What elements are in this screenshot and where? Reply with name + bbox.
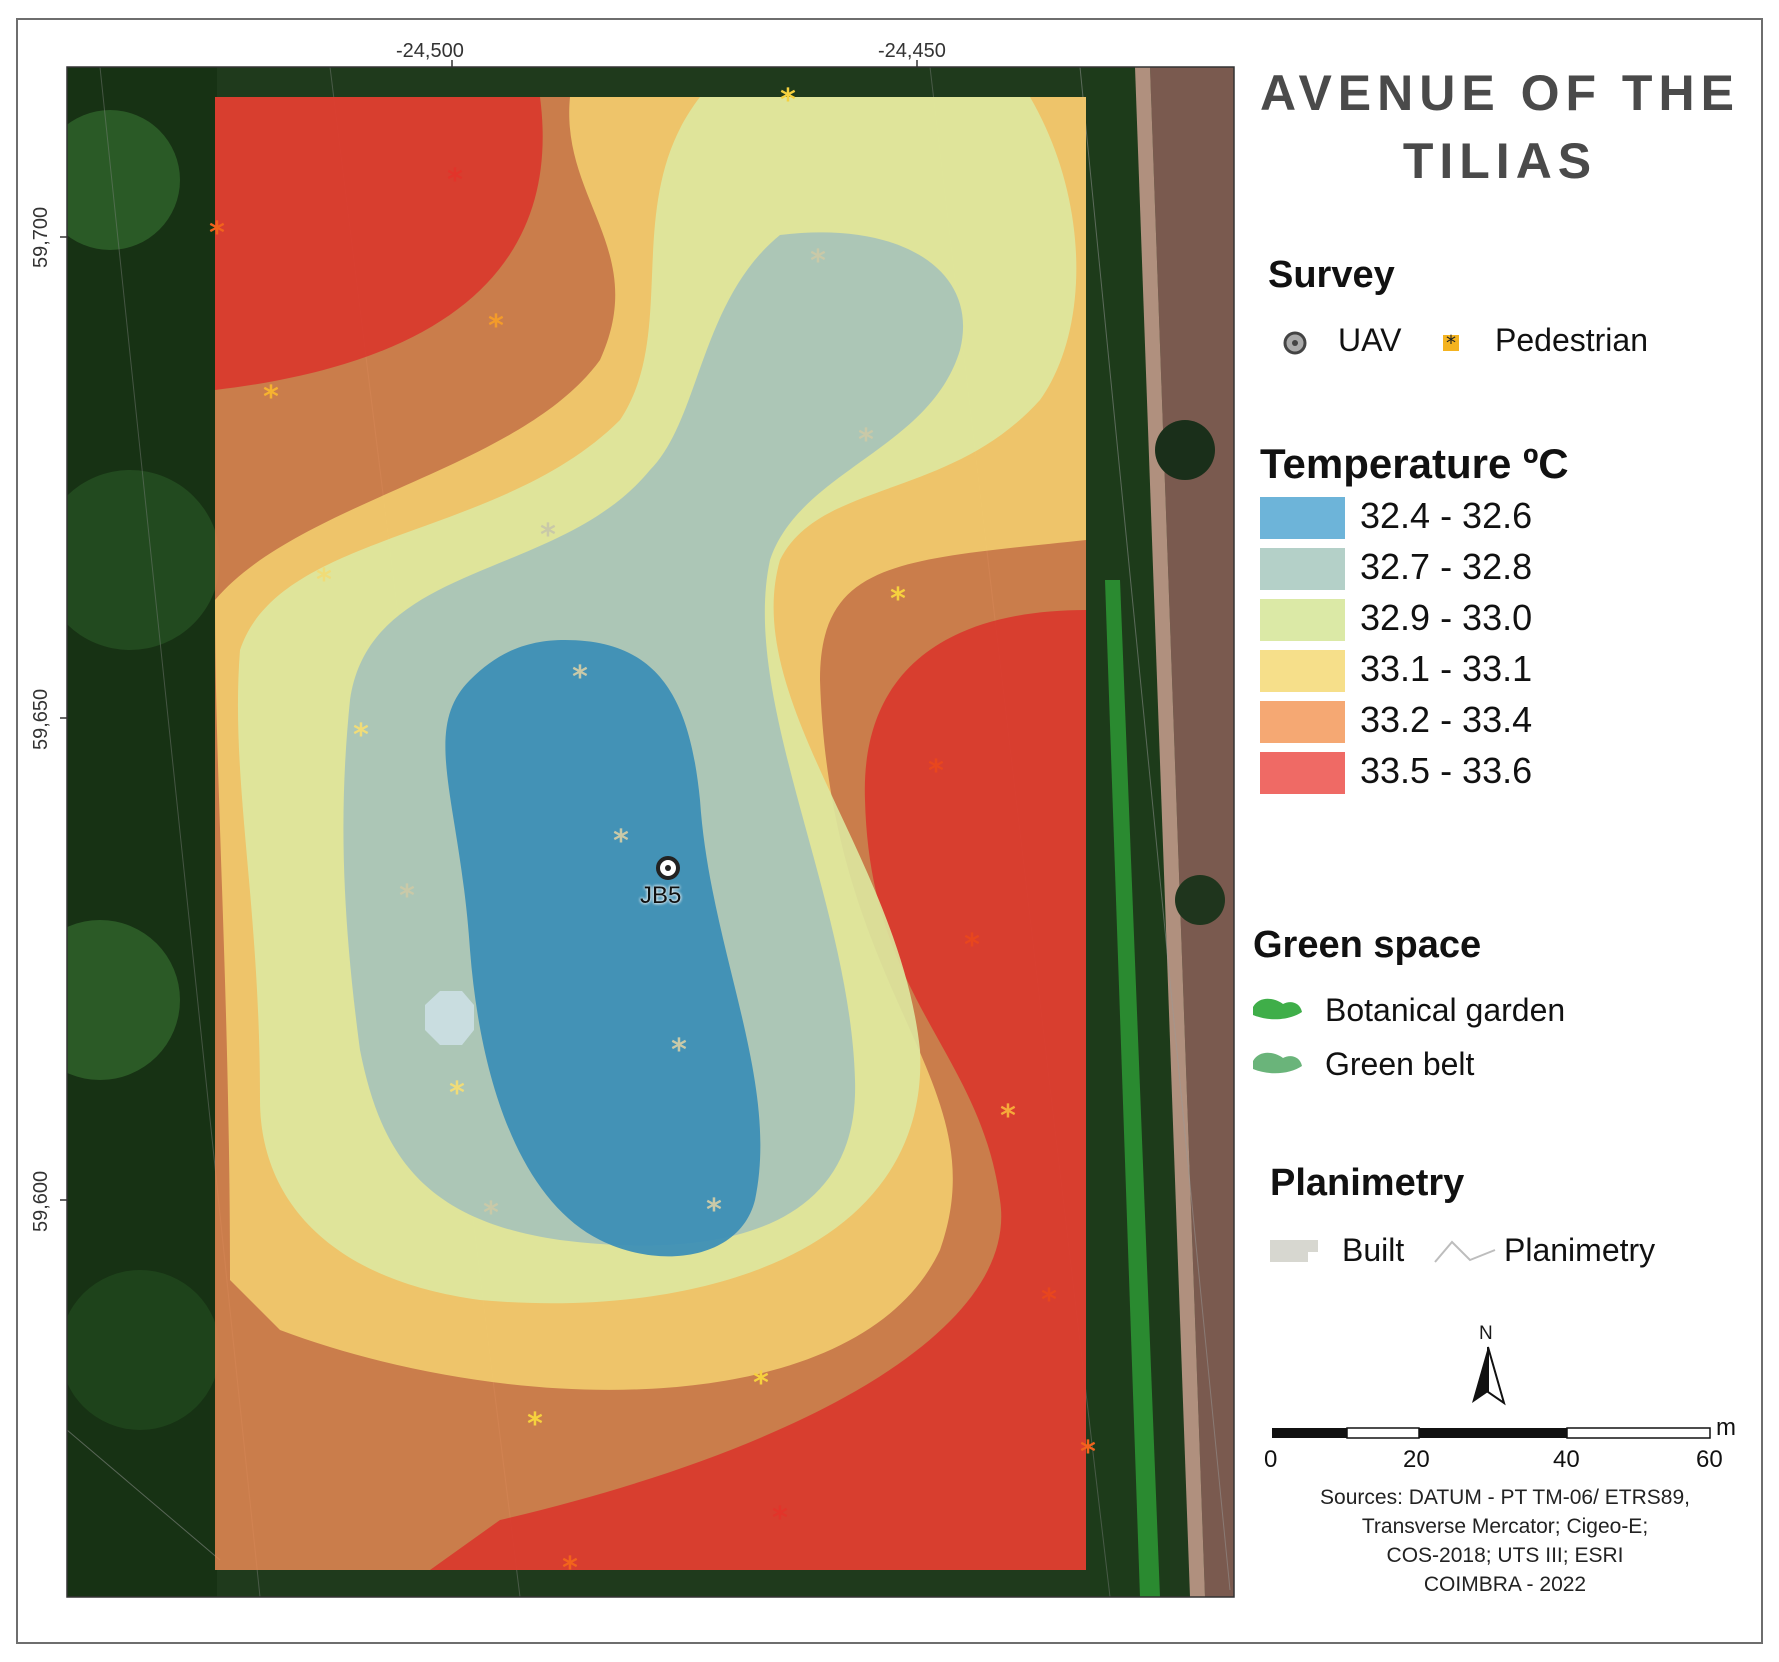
survey-heading: Survey xyxy=(1268,254,1395,296)
sources-line: COS-2018; UTS III; ESRI xyxy=(1386,1544,1624,1567)
zone-33-5-33-6 xyxy=(215,97,543,390)
temperature-class-label: 33.5 - 33.6 xyxy=(1360,750,1533,791)
legend-botanical-garden-label: Botanical garden xyxy=(1325,992,1566,1028)
pedestrian-point-icon: * xyxy=(1080,1435,1096,1470)
pedestrian-point-icon: * xyxy=(1041,1283,1057,1318)
y-tick-label: 59,650 xyxy=(30,688,52,750)
temperature-class-swatch xyxy=(1260,497,1345,539)
pedestrian-point-icon: * xyxy=(671,1033,687,1068)
pedestrian-point-icon: * xyxy=(527,1407,543,1442)
north-arrow-icon xyxy=(1472,1346,1506,1406)
temperature-class-swatch xyxy=(1260,701,1345,743)
pedestrian-point-icon: * xyxy=(613,824,629,859)
pedestrian-point-icon: * xyxy=(964,928,980,963)
built-footprint xyxy=(425,991,474,1045)
temperature-class-swatch xyxy=(1260,752,1345,794)
temperature-class-swatch xyxy=(1260,650,1345,692)
pedestrian-point-icon: * xyxy=(858,423,874,458)
sources-line: COIMBRA - 2022 xyxy=(1423,1573,1587,1596)
green-space-heading: Green space xyxy=(1253,924,1482,966)
pedestrian-points: * * * * * * * * * * * * * * * * * * * * * * * * * * * xyxy=(209,83,1096,1586)
pedestrian-point-icon: * xyxy=(399,879,415,914)
temperature-class-swatch xyxy=(1260,599,1345,641)
scale-unit: m xyxy=(1716,1414,1736,1441)
zone-32-4-32-6 xyxy=(445,640,761,1257)
map-title-line1: AVENUE OF THE xyxy=(1260,65,1740,121)
map-border xyxy=(66,66,1235,1598)
legend-uav-label: UAV xyxy=(1338,322,1402,358)
y-tick-label: 59,600 xyxy=(30,1170,52,1232)
planimetry-line-icon xyxy=(1434,1240,1496,1263)
built-icon xyxy=(1270,1240,1318,1262)
pedestrian-point-icon: * xyxy=(562,1551,578,1586)
legend-planimetry-label: Planimetry xyxy=(1504,1232,1656,1268)
pedestrian-point-icon: * xyxy=(316,563,332,598)
station-label: JB5 xyxy=(640,882,682,909)
pedestrian-point-icon: * xyxy=(928,754,944,789)
pedestrian-point-icon: * xyxy=(483,1196,499,1231)
sources-line: Transverse Mercator; Cigeo-E; xyxy=(1361,1515,1649,1538)
pedestrian-point-icon: * xyxy=(810,244,826,279)
temperature-class-label: 33.1 - 33.1 xyxy=(1360,648,1533,689)
scale-tick-label: 60 xyxy=(1696,1446,1723,1473)
pedestrian-point-icon: * xyxy=(488,309,504,344)
pedestrian-asterisk-icon: * xyxy=(1443,331,1459,355)
pedestrian-point-icon: * xyxy=(772,1501,788,1536)
legend-green-belt-label: Green belt xyxy=(1325,1046,1475,1082)
sources-line: Sources: DATUM - PT TM-06/ ETRS89, xyxy=(1320,1486,1690,1509)
temperature-class-label: 32.9 - 33.0 xyxy=(1360,597,1533,638)
map-title-line2: TILIAS xyxy=(1402,133,1598,189)
planimetry-heading: Planimetry xyxy=(1270,1162,1465,1204)
x-tick-label: -24,450 xyxy=(878,40,946,62)
pedestrian-point-icon: * xyxy=(572,660,588,695)
pedestrian-point-icon: * xyxy=(263,380,279,415)
pedestrian-point-icon: * xyxy=(353,718,369,753)
pedestrian-point-icon: * xyxy=(540,518,556,553)
y-tick-label: 59,700 xyxy=(30,206,52,268)
green-belt-icon xyxy=(1253,1052,1302,1074)
uav-station-jb5[interactable] xyxy=(656,856,680,880)
pedestrian-point-icon: * xyxy=(449,1076,465,1111)
temperature-class-label: 32.7 - 32.8 xyxy=(1360,546,1533,587)
north-label: N xyxy=(1479,1323,1493,1344)
pedestrian-point-icon: * xyxy=(706,1193,722,1228)
pedestrian-point-icon: * xyxy=(1000,1099,1016,1134)
scale-tick-label: 20 xyxy=(1403,1446,1430,1473)
temperature-class-label: 33.2 - 33.4 xyxy=(1360,699,1533,740)
temperature-class-swatch xyxy=(1260,548,1345,590)
map-frame xyxy=(16,18,1763,1644)
pedestrian-point-icon: * xyxy=(447,163,463,198)
legend-pedestrian-label: Pedestrian xyxy=(1495,322,1648,358)
pedestrian-point-icon: * xyxy=(890,582,906,617)
scale-tick-label: 0 xyxy=(1264,1446,1278,1473)
legend-built-label: Built xyxy=(1342,1232,1405,1268)
x-tick-label: -24,500 xyxy=(396,40,464,62)
temperature-surface xyxy=(215,97,1086,1570)
pedestrian-point-icon: * xyxy=(753,1366,769,1401)
svg-text:*: * xyxy=(1446,331,1456,355)
temperature-class-label: 32.4 - 32.6 xyxy=(1360,495,1533,536)
botanical-garden-icon xyxy=(1253,998,1302,1020)
pedestrian-point-icon: * xyxy=(780,83,796,118)
temperature-heading: Temperature ºC xyxy=(1260,440,1569,487)
scale-bar xyxy=(1272,1427,1711,1439)
scale-tick-label: 40 xyxy=(1553,1446,1580,1473)
pedestrian-point-icon: * xyxy=(209,216,225,251)
uav-circle-icon xyxy=(1283,331,1307,355)
